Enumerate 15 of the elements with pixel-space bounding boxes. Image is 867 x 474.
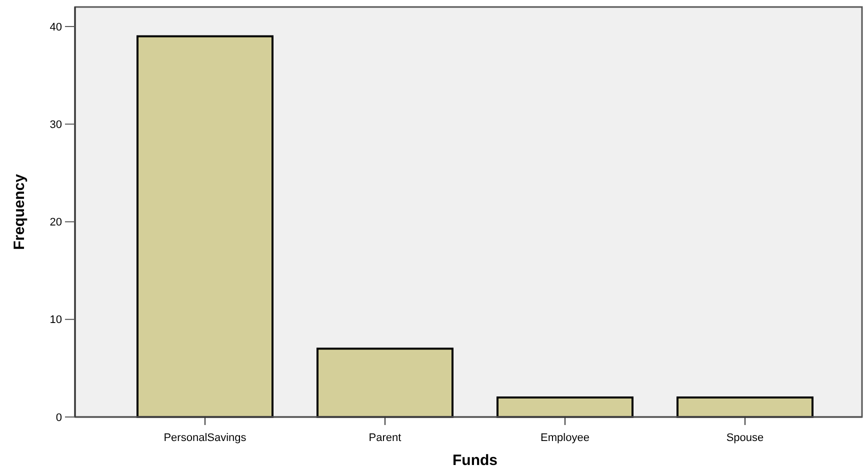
x-tick-label: Spouse bbox=[726, 432, 764, 444]
y-axis-title: Frequency bbox=[11, 173, 28, 250]
y-tick-label: 0 bbox=[56, 412, 62, 424]
y-tick-label: 20 bbox=[50, 216, 62, 229]
x-tick-label: Parent bbox=[368, 432, 402, 444]
bar bbox=[136, 35, 274, 418]
y-tick-label: 30 bbox=[50, 118, 62, 131]
x-axis-title: Funds bbox=[452, 452, 498, 469]
y-tick-label: 40 bbox=[50, 21, 62, 34]
y-tick-label: 10 bbox=[50, 314, 62, 326]
bar bbox=[316, 348, 454, 418]
bar bbox=[496, 396, 634, 418]
bar bbox=[676, 396, 814, 418]
x-tick-label: Employee bbox=[540, 432, 590, 444]
x-tick-label: PersonalSavings bbox=[164, 432, 247, 444]
